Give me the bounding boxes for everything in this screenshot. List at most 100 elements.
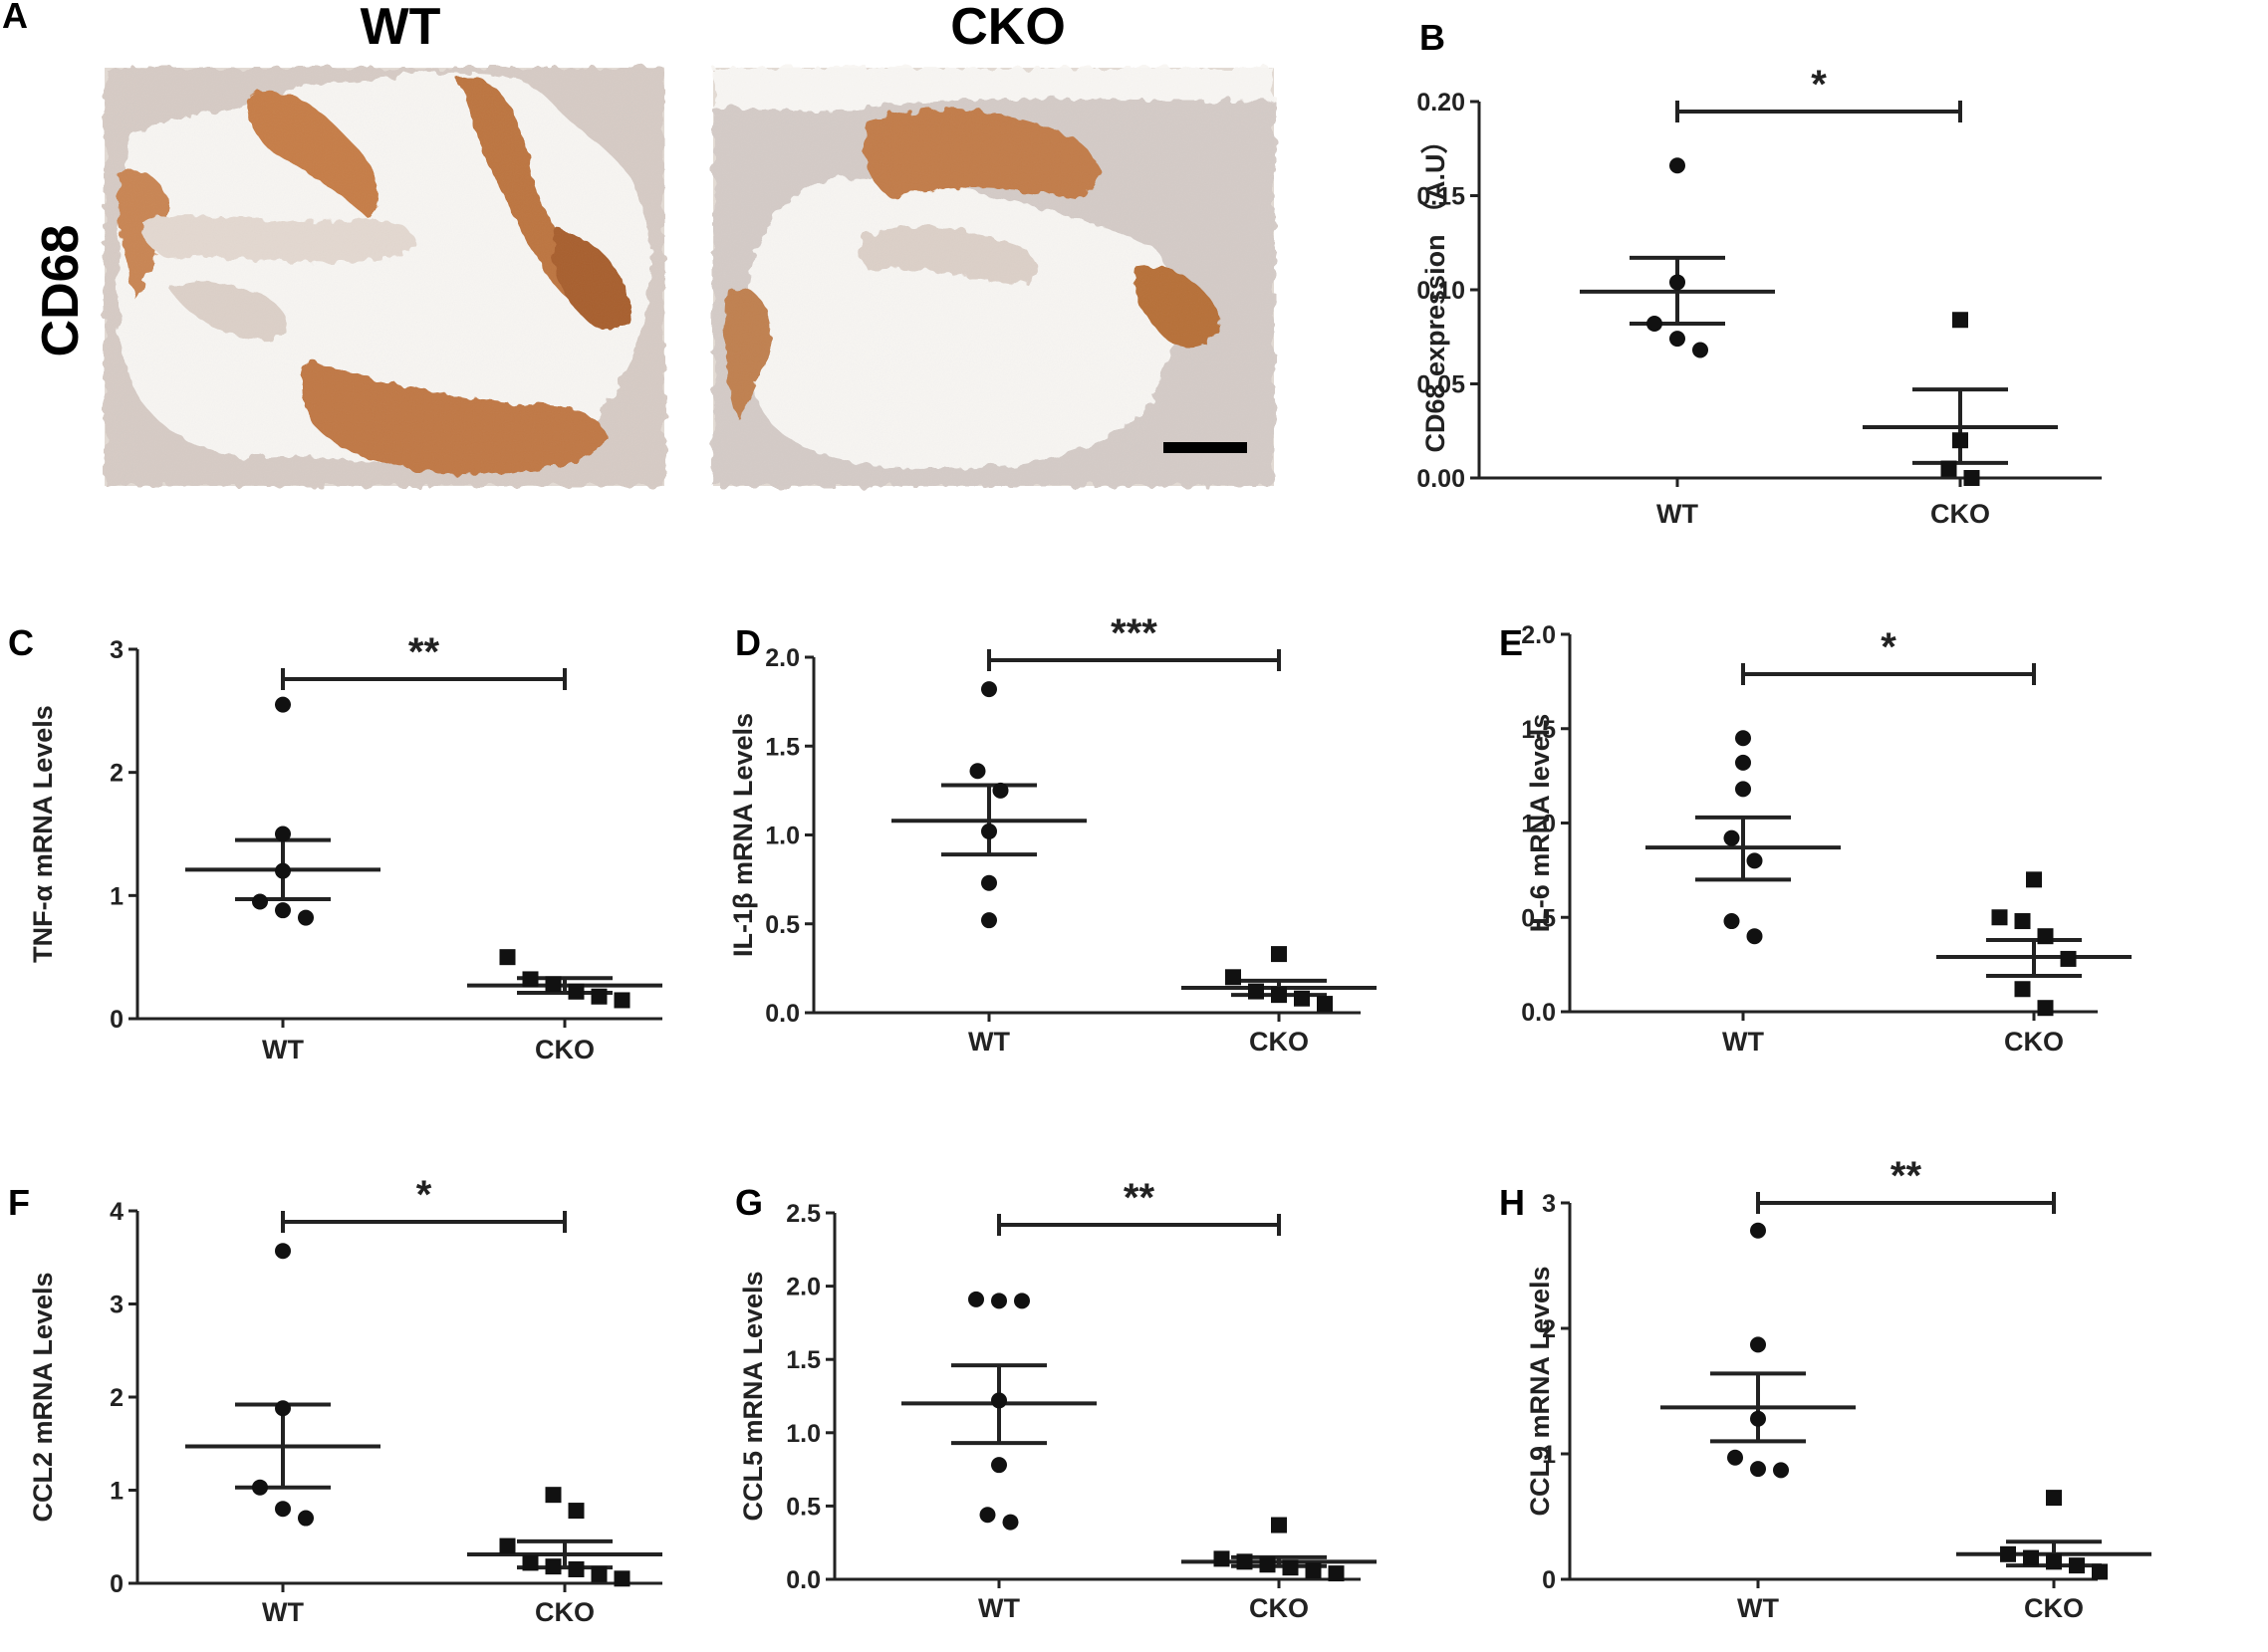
- data-point-wt: [1735, 754, 1751, 771]
- chart-panel-b: B CD68 expression （A.U） 0.00 0.05 0.10 0.15 0.…: [1416, 17, 2102, 529]
- y-tick-label: 2.0: [765, 644, 800, 672]
- data-point-wt: [981, 823, 997, 839]
- y-tick-label: 0.5: [1521, 904, 1556, 932]
- x-tick-label-wt: WT: [1656, 499, 1698, 529]
- data-point-wt: [991, 1293, 1007, 1309]
- data-point-cko: [1305, 1562, 1322, 1579]
- data-point-cko: [568, 1503, 585, 1520]
- significance-label: **: [1890, 1154, 1922, 1198]
- data-point-cko: [1225, 969, 1241, 986]
- data-point-cko: [2037, 1000, 2054, 1017]
- y-tick-label: 0.05: [1416, 371, 1465, 399]
- data-point-wt: [275, 696, 291, 713]
- y-tick-label: 0.10: [1416, 277, 1465, 305]
- micrograph-wt: [105, 68, 664, 486]
- x-tick-label-cko: CKO: [1249, 1027, 1309, 1057]
- data-point-cko: [1328, 1565, 1345, 1582]
- data-point-wt: [1692, 342, 1708, 358]
- panel-letter-g: G: [735, 1182, 763, 1223]
- x-tick-label-cko: CKO: [1249, 1593, 1309, 1623]
- x-tick-label-cko: CKO: [2004, 1027, 2064, 1057]
- data-point-wt: [1723, 913, 1740, 930]
- data-point-cko: [2069, 1557, 2085, 1574]
- data-point-wt: [1750, 1336, 1766, 1353]
- data-point-wt: [968, 1291, 984, 1307]
- chart-panel-d: D IL-1β mRNA Levels 0.0 0.5 1.0 1.5 2.0 WT CKO **…: [728, 611, 1377, 1057]
- panel-letter-h: H: [1499, 1182, 1525, 1223]
- data-point-wt: [298, 1510, 314, 1527]
- data-point-cko: [1940, 460, 1957, 477]
- data-point-cko: [1271, 987, 1287, 1004]
- data-point-wt: [1002, 1514, 1019, 1531]
- y-tick-label: 3: [110, 1292, 124, 1319]
- y-tick-label: 0: [1542, 1566, 1556, 1594]
- data-point-wt: [1750, 1222, 1766, 1239]
- data-point-wt: [981, 874, 997, 891]
- significance-label: *: [1881, 625, 1896, 669]
- data-point-cko: [1271, 946, 1287, 963]
- y-tick-label: 1: [110, 1478, 124, 1506]
- y-axis-label: CCL9 mRNA Levels: [1525, 1266, 1555, 1516]
- data-point-cko: [591, 988, 608, 1005]
- y-tick-label: 3: [1542, 1190, 1556, 1218]
- data-point-cko: [568, 1560, 585, 1577]
- data-point-cko: [1963, 470, 1980, 486]
- data-point-wt: [1735, 730, 1751, 747]
- data-point-wt: [1669, 274, 1685, 291]
- y-tick-label: 2: [110, 1384, 124, 1412]
- data-point-cko: [2037, 928, 2054, 945]
- panel-letter-b: B: [1419, 17, 1445, 58]
- data-point-cko: [545, 976, 562, 993]
- data-point-wt: [979, 1507, 996, 1524]
- data-point-cko: [499, 1537, 516, 1554]
- data-point-wt: [981, 912, 997, 929]
- x-tick-label-cko: CKO: [535, 1035, 595, 1064]
- y-tick-label: 1: [110, 882, 124, 910]
- group-header-wt: WT: [361, 0, 441, 56]
- y-tick-label: 0.0: [786, 1566, 821, 1594]
- data-point-cko: [2023, 1549, 2039, 1566]
- y-tick-label: 1.5: [786, 1346, 821, 1374]
- y-tick-label: 2: [1542, 1315, 1556, 1343]
- chart-panel-g: G CCL5 mRNA Levels 0.0 0.5 1.0 1.5 2.0 2.5 WT CKO…: [735, 1176, 1377, 1623]
- data-point-wt: [275, 1501, 291, 1518]
- data-point-wt: [1750, 1410, 1766, 1427]
- y-tick-label: 0.5: [765, 911, 800, 939]
- y-axis-label: CCL2 mRNA Levels: [28, 1272, 58, 1522]
- significance-label: **: [408, 630, 440, 674]
- x-tick-label-wt: WT: [1737, 1593, 1779, 1623]
- x-tick-label-cko: CKO: [2024, 1593, 2084, 1623]
- data-point-wt: [1723, 829, 1740, 846]
- y-tick-label: 0.20: [1416, 89, 1465, 117]
- data-point-cko: [1952, 312, 1968, 329]
- data-point-wt: [1750, 1461, 1766, 1478]
- data-point-cko: [522, 971, 539, 988]
- data-point-cko: [614, 992, 630, 1009]
- y-tick-label: 0: [110, 1570, 124, 1598]
- data-point-wt: [252, 1479, 268, 1496]
- y-tick-label: 2.0: [786, 1274, 821, 1301]
- y-axis-label: IL-1β mRNA Levels: [728, 713, 758, 957]
- data-point-cko: [545, 1487, 562, 1504]
- data-point-wt: [298, 909, 314, 926]
- data-point-wt: [981, 681, 997, 698]
- y-tick-label: 2.5: [786, 1200, 821, 1228]
- y-tick-label: 1.0: [765, 823, 800, 850]
- panel-a: A WT CKO CD68: [2, 0, 1274, 486]
- group-header-cko: CKO: [950, 0, 1066, 56]
- panel-letter-f: F: [8, 1182, 30, 1223]
- data-point-cko: [2014, 913, 2031, 930]
- y-tick-label: 1.0: [786, 1420, 821, 1448]
- panel-letter-e: E: [1499, 622, 1523, 663]
- significance-label: **: [1124, 1176, 1155, 1220]
- data-point-wt: [1727, 1449, 1743, 1466]
- y-tick-label: 0.0: [765, 1000, 800, 1028]
- data-point-wt: [275, 1243, 291, 1260]
- y-tick-label: 0.0: [1521, 999, 1556, 1027]
- chart-panel-e: E IL-6 mRNA levels 0.0 0.5 1.0 1.5 2.0 WT CKO *: [1499, 621, 2132, 1057]
- data-point-cko: [1248, 983, 1264, 1000]
- y-tick-label: 1.5: [1521, 716, 1556, 744]
- y-tick-label: 1.0: [1521, 811, 1556, 838]
- data-point-cko: [1952, 432, 1968, 449]
- scale-bar: [1163, 442, 1247, 453]
